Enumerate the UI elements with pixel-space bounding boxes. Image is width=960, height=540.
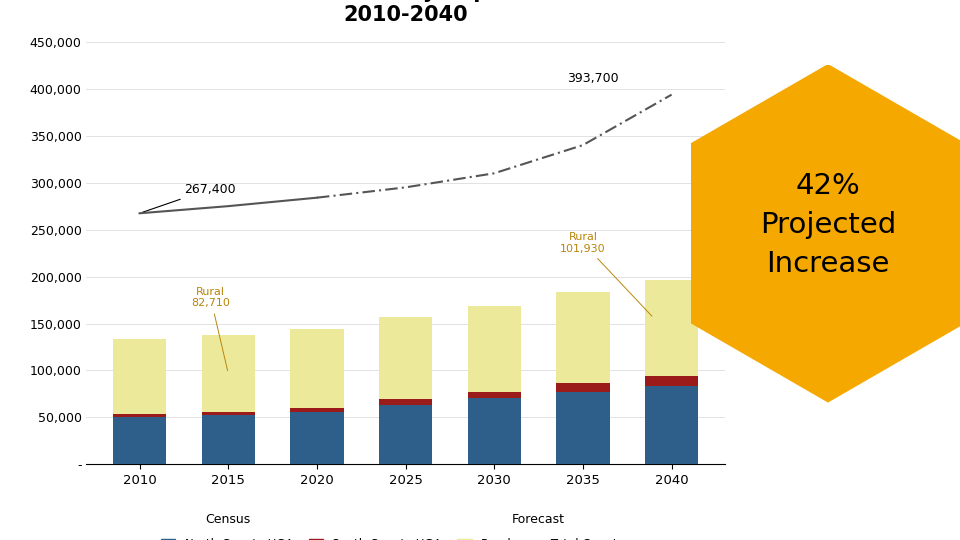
Bar [202, 415, 254, 464]
Bar [113, 416, 166, 464]
Bar [468, 392, 521, 398]
Bar [557, 392, 610, 464]
Bar [202, 412, 254, 415]
Text: Census: Census [205, 513, 251, 526]
Bar [557, 383, 610, 391]
Text: 42%
Projected
Increase: 42% Projected Increase [760, 172, 896, 278]
Bar [379, 405, 432, 464]
Bar [468, 306, 521, 392]
Legend: North County UGAs, South County UGAs, Rural, –Total County: North County UGAs, South County UGAs, Ru… [156, 534, 629, 540]
Bar [645, 387, 698, 464]
Bar [645, 280, 698, 376]
Bar [202, 335, 254, 412]
Bar [645, 376, 698, 387]
Bar [468, 398, 521, 464]
Text: 393,700: 393,700 [566, 71, 618, 85]
Text: Rural
101,930: Rural 101,930 [560, 232, 652, 316]
Bar [379, 318, 432, 399]
Bar [557, 292, 610, 383]
Bar [113, 340, 166, 414]
Bar [113, 414, 166, 416]
Bar [290, 408, 344, 412]
Text: Rural
82,710: Rural 82,710 [191, 287, 230, 371]
Bar [290, 329, 344, 408]
Title: Thurston County Population
2010-2040: Thurston County Population 2010-2040 [240, 0, 571, 25]
Text: Forecast: Forecast [512, 513, 565, 526]
Text: 267,400: 267,400 [142, 183, 235, 212]
Bar [290, 412, 344, 464]
Bar [379, 399, 432, 405]
Polygon shape [683, 65, 960, 402]
